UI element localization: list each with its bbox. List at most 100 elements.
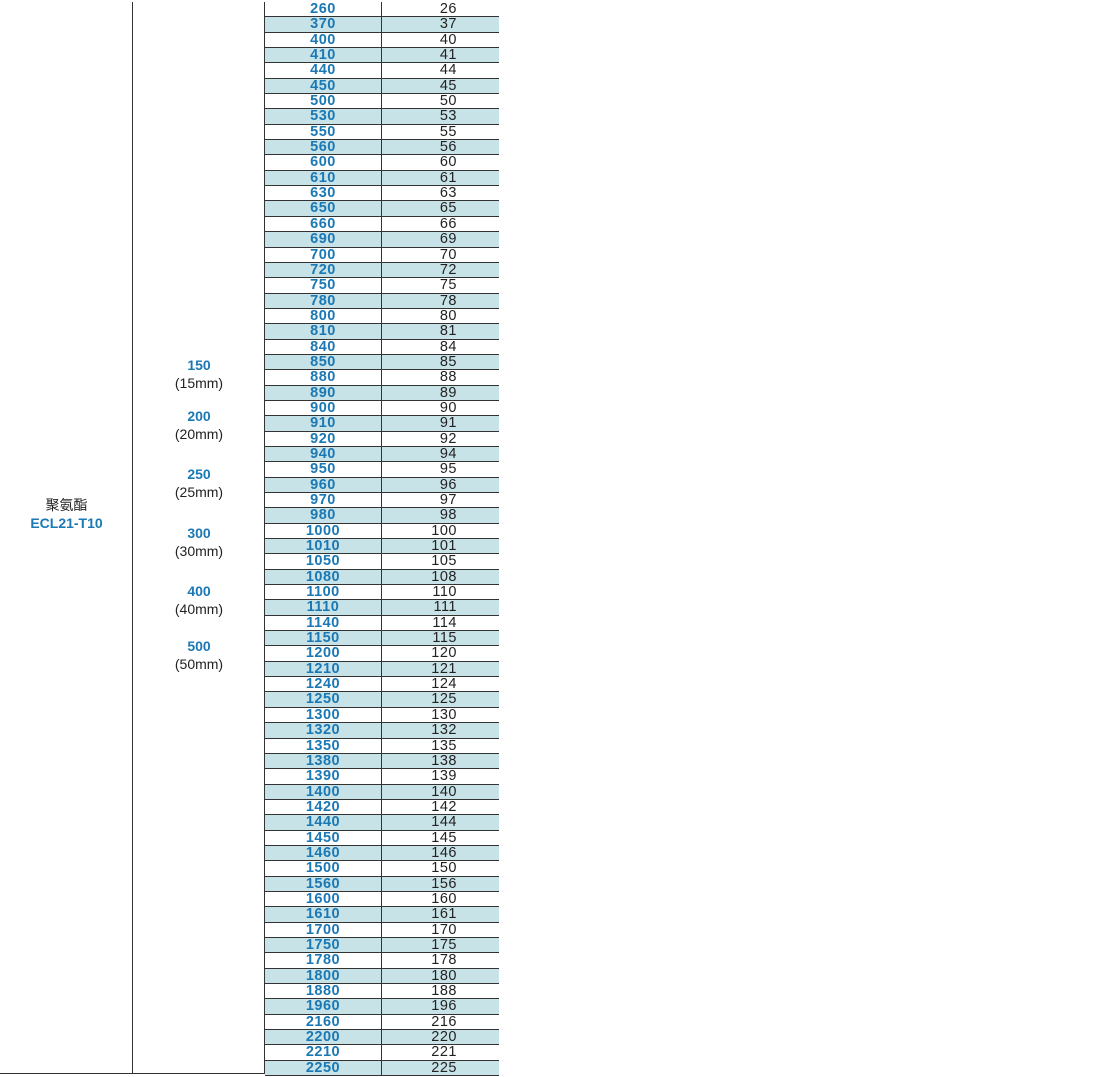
teeth-count: 132: [431, 722, 457, 739]
table-row: 660 66: [265, 216, 499, 233]
table-row: 1320 132: [265, 722, 499, 739]
table-row: 2200 220: [265, 1029, 499, 1046]
width-option: 300 (30mm): [133, 525, 265, 560]
belt-length: 1300: [265, 707, 382, 722]
teeth-count: 175: [431, 936, 457, 953]
table-row: 720 72: [265, 262, 499, 279]
table-row: 450 45: [265, 78, 499, 95]
teeth-count: 144: [431, 814, 457, 831]
belt-length: 1880: [265, 984, 382, 998]
table-row: 880 88: [265, 369, 499, 386]
belt-length: 970: [265, 493, 382, 507]
table-row: 1880 188: [265, 984, 499, 1000]
teeth-count: 75: [439, 277, 457, 294]
teeth-count: 40: [439, 31, 457, 48]
teeth-count: 140: [431, 783, 457, 800]
teeth-count: 115: [432, 630, 457, 647]
teeth-count: 94: [439, 445, 457, 462]
teeth-count: 97: [439, 492, 457, 508]
table-row: 980 98: [265, 508, 499, 524]
belt-length: 780: [265, 293, 382, 308]
width-option: 250 (25mm): [133, 466, 265, 501]
belt-length: 1700: [265, 922, 382, 937]
table-row: 840 84: [265, 339, 499, 355]
belt-length: 750: [265, 278, 382, 293]
belt-length: 650: [265, 201, 382, 216]
teeth-count: 150: [431, 860, 457, 877]
teeth-count: 135: [431, 737, 457, 754]
teeth-count: 37: [439, 16, 457, 33]
belt-length: 440: [265, 63, 382, 78]
belt-length: 1560: [265, 876, 382, 891]
teeth-count: 78: [439, 292, 457, 309]
belt-length: 1080: [265, 569, 382, 584]
teeth-count: 88: [439, 369, 457, 386]
teeth-count: 101: [431, 538, 457, 555]
belt-length: 260: [265, 2, 382, 16]
table-row: 260 26: [265, 1, 499, 18]
belt-length: 1600: [265, 892, 382, 906]
belt-length: 2160: [265, 1014, 382, 1029]
belt-length: 1250: [265, 692, 382, 707]
width-mm: (30mm): [174, 543, 224, 559]
teeth-count: 96: [439, 476, 457, 493]
belt-length: 690: [265, 232, 382, 247]
belt-length: 1100: [265, 585, 382, 599]
teeth-count: 70: [439, 246, 457, 263]
table-row: 410 41: [265, 48, 499, 64]
belt-length: 1440: [265, 815, 382, 830]
width-option: 200 (20mm): [133, 408, 265, 443]
table-row: 1110 111: [265, 600, 499, 616]
teeth-count: 220: [431, 1029, 457, 1046]
table-row: 1700 170: [265, 922, 499, 938]
belt-length: 1450: [265, 830, 382, 845]
teeth-count: 110: [432, 584, 457, 601]
teeth-count: 85: [439, 353, 457, 370]
belt-length: 550: [265, 124, 382, 139]
width-code: 250: [187, 466, 211, 482]
table-row: 1390 139: [265, 769, 499, 785]
width-mm: (50mm): [174, 656, 224, 672]
teeth-count: 196: [431, 998, 457, 1015]
table-row: 1050 105: [265, 554, 499, 570]
teeth-count: 156: [431, 875, 457, 892]
table-row: 1380 138: [265, 753, 499, 770]
belt-length: 610: [265, 170, 382, 185]
belt-length: 880: [265, 370, 382, 385]
table-row: 920 92: [265, 431, 499, 447]
table-row: 530 53: [265, 109, 499, 125]
belt-length: 920: [265, 431, 382, 446]
table-row: 1600 160: [265, 892, 499, 908]
belt-length: 1240: [265, 677, 382, 692]
belt-length: 810: [265, 324, 382, 339]
belt-length: 940: [265, 447, 382, 461]
belt-length: 980: [265, 508, 382, 523]
width-column: 150 (15mm) 200 (20mm) 250 (25mm) 300 (30mm) 400 (…: [133, 2, 265, 1074]
teeth-count: 26: [439, 1, 457, 17]
teeth-count: 178: [431, 952, 457, 969]
belt-length: 910: [265, 416, 382, 431]
belt-length: 1400: [265, 784, 382, 799]
table-row: 1000 100: [265, 522, 499, 540]
belt-length: 1000: [265, 523, 382, 538]
belt-length: 660: [265, 216, 382, 231]
width-code: 150: [187, 357, 211, 373]
teeth-count: 100: [431, 522, 457, 539]
belt-length: 450: [265, 78, 382, 93]
teeth-count: 63: [439, 185, 457, 202]
width-option: 500 (50mm): [133, 638, 265, 673]
material-cell: 聚氨酯 ECL21-T10: [0, 496, 133, 532]
belt-length: 1210: [265, 661, 382, 676]
teeth-count: 60: [439, 154, 457, 171]
belt-length: 600: [265, 155, 382, 170]
teeth-count: 90: [439, 399, 457, 416]
table-row: 950 95: [265, 462, 499, 478]
table-row: 1500 150: [265, 860, 499, 877]
table-row: 550 55: [265, 124, 499, 141]
table-row: 1100 110: [265, 584, 499, 601]
table-row: 1140 114: [265, 615, 499, 632]
table-row: 1200 120: [265, 646, 499, 662]
table-row: 910 91: [265, 416, 499, 432]
teeth-count: 225: [431, 1059, 457, 1076]
teeth-count: 56: [439, 139, 457, 156]
